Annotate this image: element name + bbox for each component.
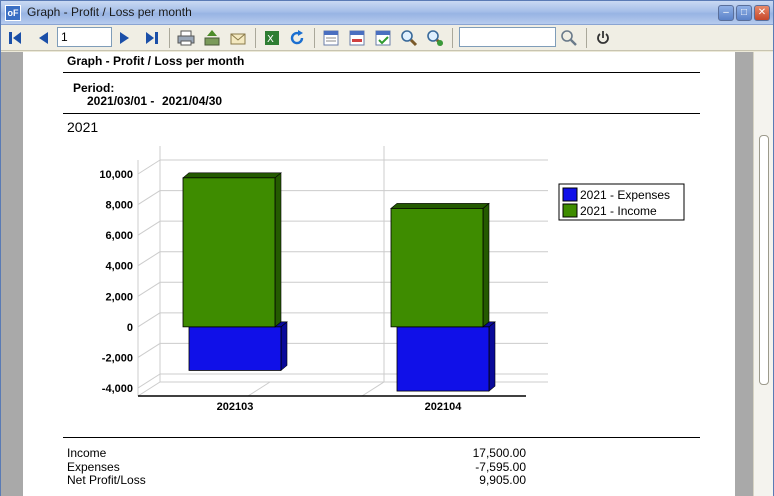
scrollbar-thumb[interactable] xyxy=(759,135,769,385)
svg-text:X: X xyxy=(267,34,274,45)
zoom-out-icon xyxy=(427,30,444,47)
expense-bar xyxy=(188,326,282,371)
income-bar xyxy=(390,207,484,328)
search-icon xyxy=(561,30,577,46)
maximize-button[interactable]: □ xyxy=(736,5,752,21)
grid-line xyxy=(137,281,161,297)
next-page-icon xyxy=(120,32,129,44)
layout1-icon xyxy=(323,30,339,46)
income-bar xyxy=(182,172,282,179)
summary-income-label: Income xyxy=(67,446,107,460)
period-to: 2021/04/30 xyxy=(162,94,223,108)
summary-net-label: Net Profit/Loss xyxy=(67,473,146,487)
first-page-button[interactable] xyxy=(5,28,25,48)
prev-page-icon xyxy=(39,32,48,44)
refresh-button[interactable] xyxy=(287,28,307,48)
legend-swatch xyxy=(562,203,578,218)
power-icon xyxy=(597,31,609,44)
y-tick-label: -4,000 xyxy=(102,383,133,395)
x-tick-label: 202103 xyxy=(217,401,254,413)
report-page: Graph - Profit / Loss per month Period: … xyxy=(23,52,735,496)
next-page-button[interactable] xyxy=(115,28,135,48)
y-tick-label: 6,000 xyxy=(105,230,133,242)
refresh-icon xyxy=(290,30,304,45)
income-bar xyxy=(182,177,276,328)
minimize-button[interactable]: – xyxy=(718,5,734,21)
print-button[interactable] xyxy=(176,28,196,48)
legend xyxy=(558,183,685,221)
year-label: 2021 xyxy=(67,119,99,135)
layout2-icon xyxy=(349,30,365,46)
zoom-in-button[interactable] xyxy=(399,28,419,48)
period-label: Period: xyxy=(73,81,115,95)
income-bar xyxy=(482,202,490,328)
layout-button-3[interactable] xyxy=(373,28,393,48)
period-from: 2021/03/01 - xyxy=(87,94,155,108)
grid-line xyxy=(137,343,161,358)
summary-expenses-label: Expenses xyxy=(67,460,120,474)
income-bar xyxy=(390,203,490,209)
grid-line xyxy=(247,381,271,397)
summary-net-value: 9,905.00 xyxy=(479,473,526,487)
profit-loss-chart: 10,000 8,000 6,000 4,000 2,000 0 -2,000 -4,000 2… xyxy=(99,146,685,413)
window-title: Graph - Profit / Loss per month xyxy=(27,5,192,19)
expense-bar xyxy=(396,326,490,392)
grid-line xyxy=(137,312,161,328)
power-button[interactable] xyxy=(593,28,613,48)
grid-line xyxy=(137,190,161,205)
vertical-scrollbar[interactable] xyxy=(753,52,773,496)
zoom-out-button[interactable] xyxy=(425,28,445,48)
export-icon xyxy=(204,30,220,46)
report-title: Graph - Profit / Loss per month xyxy=(67,54,245,68)
divider xyxy=(63,72,700,73)
income-bar xyxy=(274,172,282,328)
y-tick-label: 0 xyxy=(127,322,133,334)
excel-button[interactable]: X xyxy=(262,28,282,48)
legend-swatch xyxy=(562,187,578,202)
divider xyxy=(63,437,700,438)
expense-bar xyxy=(280,321,288,372)
grid-line xyxy=(361,381,385,397)
print-icon xyxy=(177,30,195,46)
app-icon: oF xyxy=(5,5,21,21)
y-tick-label: 8,000 xyxy=(105,200,133,212)
search-input[interactable] xyxy=(459,27,556,47)
y-tick-label: 2,000 xyxy=(105,291,133,303)
email-button[interactable] xyxy=(228,28,248,48)
excel-icon: X xyxy=(265,31,279,45)
summary-expenses-value: -7,595.00 xyxy=(475,460,526,474)
grid-line xyxy=(137,373,161,389)
layout-button-1[interactable] xyxy=(321,28,341,48)
layout-button-2[interactable] xyxy=(347,28,367,48)
email-icon xyxy=(230,33,246,45)
legend-label: 2021 - Income xyxy=(580,204,657,218)
x-tick-label: 202104 xyxy=(425,401,463,413)
y-tick-label: 4,000 xyxy=(105,261,133,273)
grid-line xyxy=(137,220,161,236)
grid-line xyxy=(137,251,161,267)
layout3-icon xyxy=(375,30,391,46)
expense-bar xyxy=(488,321,496,392)
divider xyxy=(63,113,700,114)
grid-line xyxy=(137,159,161,175)
title-bar[interactable]: oF Graph - Profit / Loss per month – □ ✕ xyxy=(1,1,773,25)
summary-income-value: 17,500.00 xyxy=(472,446,526,460)
last-page-button[interactable] xyxy=(142,28,162,48)
y-tick-label: -2,000 xyxy=(102,352,133,364)
export-button[interactable] xyxy=(202,28,222,48)
page-number-input[interactable] xyxy=(57,27,112,47)
y-tick-label: 10,000 xyxy=(99,169,133,181)
search-button[interactable] xyxy=(559,28,579,48)
first-page-icon xyxy=(9,32,21,44)
legend-label: 2021 - Expenses xyxy=(580,188,670,202)
toolbar: X xyxy=(1,25,773,51)
prev-page-button[interactable] xyxy=(33,28,53,48)
close-button[interactable]: ✕ xyxy=(754,5,770,21)
last-page-icon xyxy=(146,32,158,44)
report-viewport[interactable]: Graph - Profit / Loss per month Period: … xyxy=(1,52,773,496)
zoom-in-icon xyxy=(401,30,418,47)
